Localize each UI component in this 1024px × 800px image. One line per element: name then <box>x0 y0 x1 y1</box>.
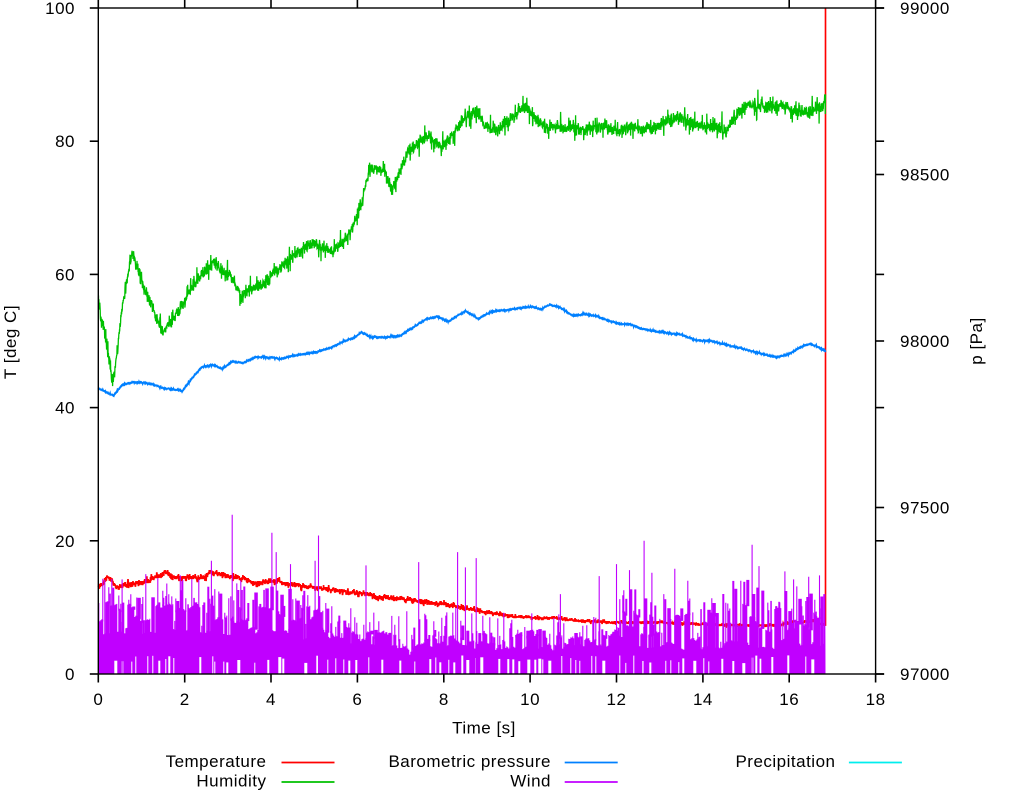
svg-text:Precipitation: Precipitation <box>735 752 835 771</box>
svg-text:10: 10 <box>520 690 540 709</box>
svg-text:100: 100 <box>45 0 75 18</box>
svg-text:Time [s]: Time [s] <box>452 719 516 738</box>
svg-text:Wind: Wind <box>510 772 551 791</box>
svg-text:p [Pa]: p [Pa] <box>967 317 986 364</box>
svg-text:8: 8 <box>439 690 449 709</box>
svg-text:4: 4 <box>266 690 276 709</box>
svg-text:99000: 99000 <box>900 0 950 18</box>
svg-text:16: 16 <box>779 690 799 709</box>
svg-text:Barometric pressure: Barometric pressure <box>388 752 551 771</box>
svg-text:97000: 97000 <box>900 665 950 684</box>
svg-text:2: 2 <box>180 690 190 709</box>
svg-text:12: 12 <box>607 690 627 709</box>
svg-text:80: 80 <box>55 132 75 151</box>
svg-text:98500: 98500 <box>900 166 950 185</box>
svg-text:18: 18 <box>866 690 886 709</box>
svg-text:0: 0 <box>65 665 75 684</box>
svg-text:Humidity: Humidity <box>196 772 266 791</box>
svg-text:Temperature: Temperature <box>166 752 267 771</box>
svg-text:98000: 98000 <box>900 332 950 351</box>
svg-text:40: 40 <box>55 399 75 418</box>
svg-text:0: 0 <box>93 690 103 709</box>
svg-text:T [deg C]: T [deg C] <box>1 305 20 379</box>
svg-text:6: 6 <box>352 690 362 709</box>
svg-text:97500: 97500 <box>900 499 950 518</box>
svg-text:20: 20 <box>55 532 75 551</box>
svg-text:14: 14 <box>693 690 713 709</box>
svg-text:60: 60 <box>55 265 75 284</box>
